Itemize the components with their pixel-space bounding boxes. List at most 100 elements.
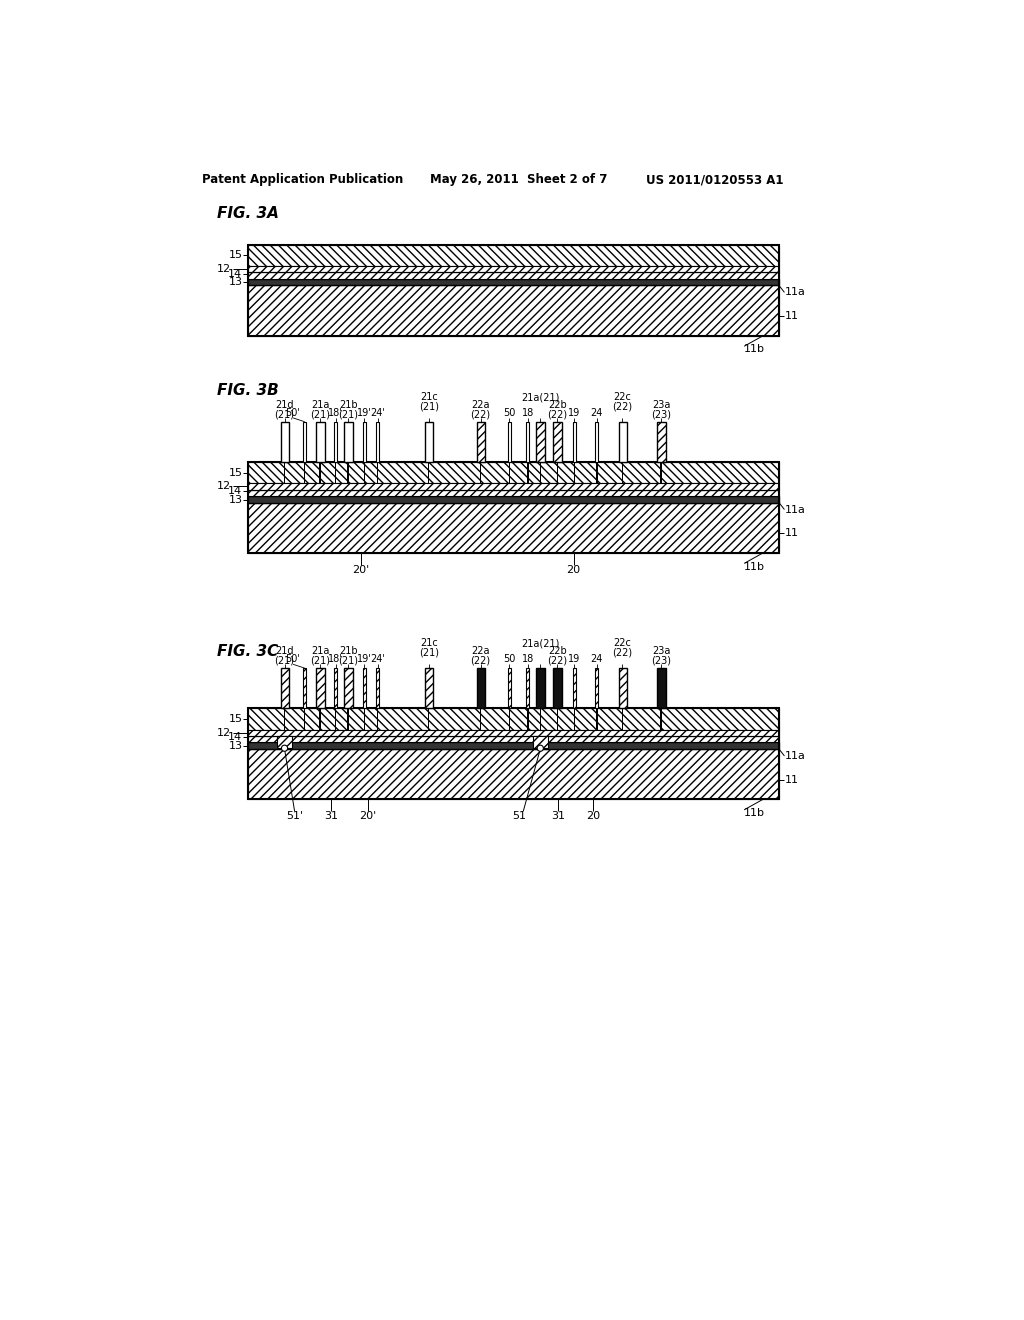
Text: 11b: 11b bbox=[744, 808, 765, 818]
Text: 20': 20' bbox=[359, 810, 377, 821]
Text: 20: 20 bbox=[566, 565, 581, 574]
Bar bbox=[508, 668, 511, 708]
Text: 24': 24' bbox=[370, 653, 385, 664]
Bar bbox=[480, 708, 481, 730]
Bar bbox=[248, 462, 779, 553]
Bar bbox=[540, 708, 541, 730]
Bar bbox=[595, 668, 598, 708]
Bar bbox=[573, 708, 575, 730]
Bar bbox=[248, 272, 779, 279]
Text: 21d: 21d bbox=[275, 647, 294, 656]
Text: 11b: 11b bbox=[744, 345, 765, 354]
Text: 22c: 22c bbox=[613, 639, 632, 648]
Bar bbox=[573, 462, 575, 483]
Bar bbox=[537, 422, 545, 462]
Text: 19: 19 bbox=[568, 653, 581, 664]
Text: 13: 13 bbox=[228, 277, 243, 288]
Bar bbox=[316, 668, 325, 708]
Text: 11a: 11a bbox=[785, 751, 806, 760]
Text: 12: 12 bbox=[217, 264, 231, 275]
Text: 24: 24 bbox=[591, 408, 603, 417]
Bar bbox=[377, 708, 378, 730]
Text: (22): (22) bbox=[471, 409, 490, 418]
Text: (21): (21) bbox=[419, 401, 438, 412]
Bar bbox=[248, 737, 779, 742]
Circle shape bbox=[538, 744, 544, 751]
Bar bbox=[362, 668, 366, 708]
Text: 18: 18 bbox=[522, 408, 535, 417]
Text: 21a(21): 21a(21) bbox=[521, 392, 559, 403]
Bar bbox=[537, 668, 545, 708]
Bar bbox=[248, 748, 779, 799]
Bar bbox=[248, 462, 779, 483]
Text: 14: 14 bbox=[227, 486, 242, 496]
Bar bbox=[540, 462, 541, 483]
Bar bbox=[477, 668, 485, 708]
Text: 11: 11 bbox=[785, 775, 799, 785]
Text: 51: 51 bbox=[512, 810, 526, 821]
Text: 21a: 21a bbox=[311, 647, 330, 656]
Bar bbox=[596, 708, 598, 730]
Bar bbox=[532, 737, 548, 748]
Circle shape bbox=[282, 744, 288, 751]
Bar bbox=[660, 708, 662, 730]
Text: 15: 15 bbox=[228, 467, 243, 478]
Text: (23): (23) bbox=[651, 409, 671, 418]
Bar bbox=[276, 737, 292, 748]
Text: 19: 19 bbox=[568, 408, 581, 417]
Text: 11: 11 bbox=[785, 312, 799, 321]
Text: 19': 19' bbox=[357, 653, 372, 664]
Bar bbox=[304, 462, 305, 483]
Bar bbox=[425, 668, 433, 708]
Bar bbox=[248, 503, 779, 553]
Text: 50: 50 bbox=[503, 653, 515, 664]
Text: US 2011/0120553 A1: US 2011/0120553 A1 bbox=[646, 173, 783, 186]
Bar bbox=[248, 742, 779, 748]
Bar bbox=[508, 422, 511, 462]
Bar bbox=[334, 668, 337, 708]
Bar bbox=[657, 668, 666, 708]
Bar bbox=[248, 496, 779, 503]
Text: 21b: 21b bbox=[339, 647, 357, 656]
Text: (21): (21) bbox=[338, 656, 358, 665]
Text: 12: 12 bbox=[217, 727, 231, 738]
Bar bbox=[376, 668, 379, 708]
Bar bbox=[660, 462, 662, 483]
Bar bbox=[319, 462, 321, 483]
Text: (22): (22) bbox=[612, 401, 633, 412]
Bar bbox=[248, 279, 779, 285]
Bar bbox=[344, 668, 352, 708]
Text: 31: 31 bbox=[324, 810, 338, 821]
Text: (21): (21) bbox=[274, 656, 295, 665]
Text: 21b: 21b bbox=[339, 400, 357, 409]
Bar bbox=[428, 708, 429, 730]
Text: FIG. 3B: FIG. 3B bbox=[217, 383, 279, 399]
Bar bbox=[618, 422, 627, 462]
Bar bbox=[248, 708, 779, 730]
Bar bbox=[316, 422, 325, 462]
Bar bbox=[303, 422, 306, 462]
Bar bbox=[281, 668, 289, 708]
Text: 22b: 22b bbox=[548, 400, 566, 409]
Text: 18': 18' bbox=[329, 653, 343, 664]
Bar bbox=[428, 462, 429, 483]
Text: (21): (21) bbox=[310, 409, 330, 418]
Text: 18: 18 bbox=[522, 653, 535, 664]
Bar bbox=[304, 708, 305, 730]
Bar bbox=[622, 462, 624, 483]
Bar bbox=[527, 462, 528, 483]
Bar bbox=[364, 708, 366, 730]
Bar bbox=[347, 708, 349, 730]
Text: May 26, 2011  Sheet 2 of 7: May 26, 2011 Sheet 2 of 7 bbox=[430, 173, 607, 186]
Text: 18': 18' bbox=[329, 408, 343, 417]
Text: Patent Application Publication: Patent Application Publication bbox=[202, 173, 402, 186]
Text: 22a: 22a bbox=[471, 647, 489, 656]
Bar bbox=[527, 708, 528, 730]
Text: 12: 12 bbox=[217, 482, 231, 491]
Text: 51': 51' bbox=[286, 810, 303, 821]
Bar bbox=[554, 668, 562, 708]
Text: (22): (22) bbox=[547, 409, 567, 418]
Bar bbox=[595, 422, 598, 462]
Bar bbox=[284, 462, 286, 483]
Text: 13: 13 bbox=[228, 741, 243, 751]
